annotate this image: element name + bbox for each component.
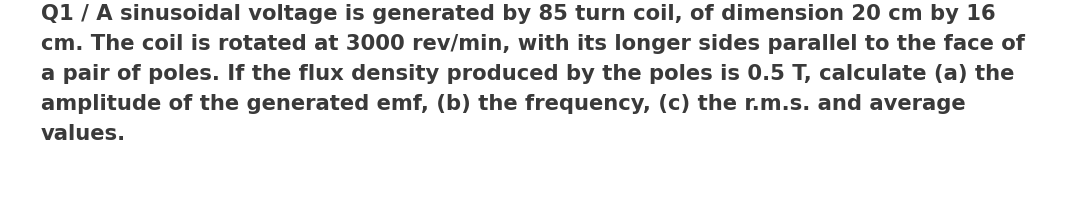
Text: Q1 / A sinusoidal voltage is generated by 85 turn coil, of dimension 20 cm by 16: Q1 / A sinusoidal voltage is generated b… [41,4,1025,144]
